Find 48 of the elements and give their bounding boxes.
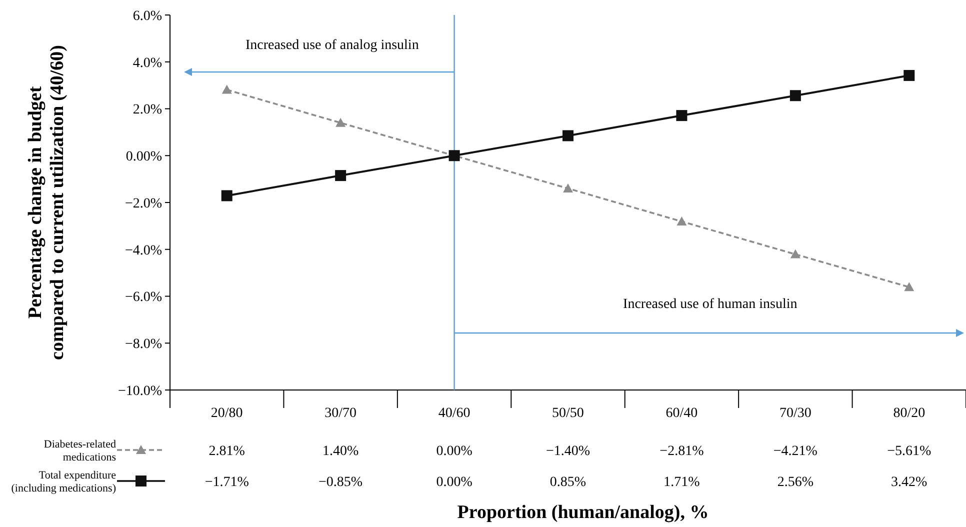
- point: [562, 130, 574, 142]
- data-label: 2.56%: [777, 474, 814, 490]
- x-tick-label: 20/80: [210, 406, 243, 421]
- data-label: 0.00%: [436, 474, 473, 490]
- point: [336, 118, 346, 127]
- y-tick-label: 0.00%: [126, 150, 162, 165]
- x-tick-label: 80/20: [893, 406, 926, 421]
- y-tick-label: −6.0%: [124, 290, 162, 306]
- x-tick-label: 40/60: [438, 406, 470, 421]
- data-label: −5.61%: [887, 444, 932, 459]
- data-label: 1.40%: [322, 444, 359, 459]
- y-tick-label: 2.0%: [132, 102, 162, 118]
- annotation: Increased use of human insulin: [623, 297, 798, 312]
- y-tick-label: −2.0%: [124, 196, 162, 212]
- y-tick-label: 4.0%: [132, 56, 162, 71]
- y-tick-label: −4.0%: [124, 243, 162, 258]
- data-label: 0.00%: [436, 444, 473, 459]
- data-label: −1.71%: [204, 474, 250, 490]
- y-axis-title: Percentage change in budget compared to current utilization (40/60): [25, 45, 68, 360]
- x-tick-label: 50/50: [552, 406, 584, 421]
- x-tick-label: 30/70: [324, 406, 357, 421]
- point: [222, 84, 232, 94]
- point: [563, 183, 573, 192]
- y-tick-label: −8.0%: [124, 337, 162, 352]
- data-label: 2.81%: [208, 444, 246, 459]
- data-label: −1.40%: [546, 444, 590, 459]
- point: [221, 190, 232, 202]
- point: [676, 216, 687, 226]
- point: [790, 249, 800, 258]
- data-label: 1.71%: [664, 474, 700, 490]
- point: [904, 282, 914, 292]
- data-label: −2.81%: [660, 444, 704, 459]
- point: [335, 170, 346, 182]
- point: [676, 110, 688, 122]
- x-axis-title: Proportion (human/analog), %: [457, 502, 709, 523]
- legend-label: Total expenditure (including medications): [11, 469, 116, 494]
- data-label: 3.42%: [891, 474, 928, 490]
- y-tick-label: −10.0%: [118, 384, 162, 399]
- y-tick-label: 6.0%: [132, 8, 162, 24]
- x-tick-label: 70/30: [779, 406, 812, 421]
- legend-label: Diabetes-related medications: [44, 438, 116, 464]
- point: [790, 90, 801, 102]
- x-tick-label: 60/40: [666, 406, 698, 421]
- data-label: −0.85%: [318, 474, 363, 490]
- data-label: 0.85%: [550, 474, 586, 490]
- point: [904, 70, 915, 81]
- data-label: −4.21%: [773, 444, 818, 459]
- annotation: Increased use of analog insulin: [245, 38, 419, 53]
